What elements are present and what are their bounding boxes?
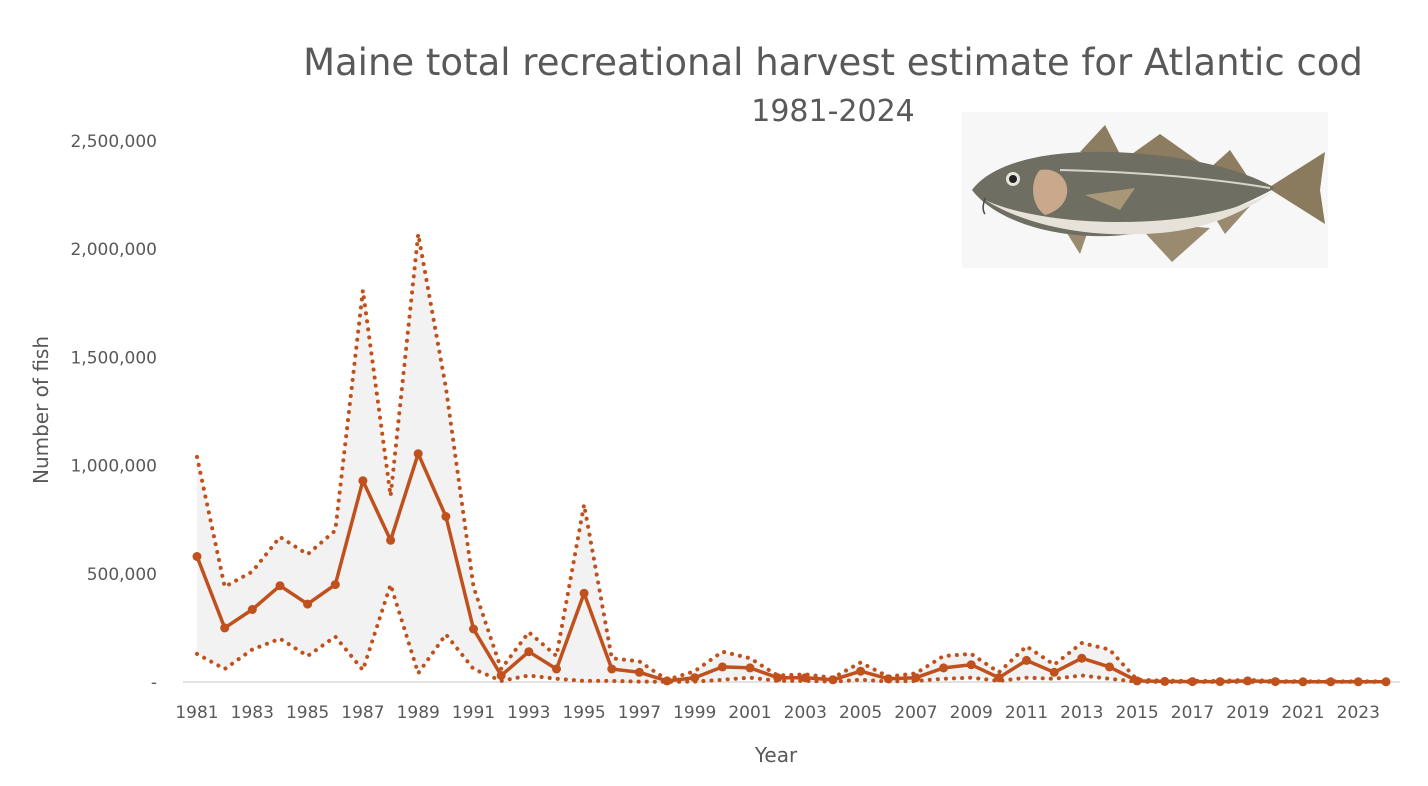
estimate-point: [1160, 676, 1170, 686]
estimate-point: [662, 676, 672, 686]
estimate-point: [1132, 676, 1142, 686]
estimate-point: [939, 663, 949, 673]
x-axis-label: Year: [754, 743, 798, 767]
x-tick-label: 2013: [1060, 703, 1103, 723]
x-tick-label: 2017: [1171, 703, 1214, 723]
x-tick-label: 2011: [1005, 703, 1048, 723]
estimate-point: [386, 535, 396, 545]
x-tick-label: 1983: [231, 703, 274, 723]
estimate-point: [496, 671, 506, 680]
y-tick-label: 2,000,000: [70, 240, 157, 260]
estimate-point: [192, 552, 202, 561]
estimate-point: [690, 673, 700, 683]
x-tick-label: 2001: [728, 703, 771, 723]
estimate-point: [1298, 677, 1308, 687]
x-tick-label: 2019: [1226, 703, 1269, 723]
estimate-point: [607, 664, 617, 674]
x-tick-label: 2023: [1337, 703, 1380, 723]
x-tick-label: 1993: [507, 703, 550, 723]
estimate-point: [413, 449, 423, 459]
y-tick-label: 2,500,000: [70, 132, 157, 152]
estimate-point: [856, 666, 866, 676]
estimate-point: [1353, 677, 1363, 687]
x-tick-label: 2005: [839, 703, 882, 723]
estimate-point: [552, 664, 561, 674]
estimate-point: [303, 599, 313, 609]
y-tick-label: 500,000: [87, 565, 157, 585]
estimate-point: [911, 673, 921, 683]
cod-fish-icon: [962, 112, 1328, 268]
x-tick-label: 2003: [784, 703, 827, 723]
estimate-point: [275, 581, 285, 591]
estimate-point: [441, 512, 451, 521]
x-tick-label: 2009: [950, 703, 993, 723]
x-tick-label: 2007: [894, 703, 937, 723]
estimate-point: [1243, 676, 1253, 686]
x-tick-label: 1987: [341, 703, 384, 723]
y-tick-label: 1,500,000: [70, 348, 157, 368]
estimate-point: [966, 660, 976, 670]
estimate-point: [773, 673, 783, 683]
estimate-point: [994, 673, 1004, 683]
y-tick-label: 1,000,000: [70, 457, 157, 477]
confidence-band: [197, 234, 1386, 682]
estimate-point: [1049, 667, 1059, 677]
estimate-point: [330, 580, 340, 590]
x-tick-label: 1989: [397, 703, 440, 723]
estimate-point: [828, 675, 838, 685]
y-axis-label: Number of fish: [29, 336, 53, 484]
estimate-point: [1077, 653, 1087, 663]
x-tick-label: 2021: [1281, 703, 1324, 723]
x-tick-label: 2015: [1115, 703, 1158, 723]
estimate-point: [1326, 677, 1336, 687]
estimate-point: [1215, 677, 1225, 687]
estimate-point: [717, 662, 727, 672]
x-tick-label: 1999: [673, 703, 716, 723]
chart-title: Maine total recreational harvest estimat…: [303, 41, 1363, 84]
x-tick-label: 1995: [562, 703, 605, 723]
x-tick-label: 1997: [618, 703, 661, 723]
estimate-point: [524, 647, 534, 657]
estimate-point: [358, 476, 368, 486]
estimate-point: [1381, 677, 1391, 687]
x-tick-label: 1985: [286, 703, 329, 723]
estimate-point: [745, 663, 755, 673]
y-tick-label: -: [151, 673, 157, 693]
estimate-point: [220, 623, 230, 633]
estimate-point: [579, 588, 589, 598]
estimate-point: [247, 605, 257, 614]
chart-subtitle: 1981-2024: [751, 94, 915, 129]
estimate-point: [800, 673, 810, 683]
x-tick-label: 1981: [175, 703, 218, 723]
estimate-point: [634, 667, 644, 677]
estimate-point: [883, 674, 893, 684]
estimate-point: [469, 624, 478, 634]
estimate-point: [1187, 677, 1197, 687]
estimate-point: [1022, 655, 1031, 665]
estimate-line: [195, 451, 1386, 684]
estimate-point: [1270, 677, 1280, 687]
x-tick-label: 1991: [452, 703, 495, 723]
plot-area: - 500,000 1,000,000 1,500,000 2,000,000 2,500…: [70, 132, 1400, 723]
estimate-point: [1105, 662, 1114, 672]
